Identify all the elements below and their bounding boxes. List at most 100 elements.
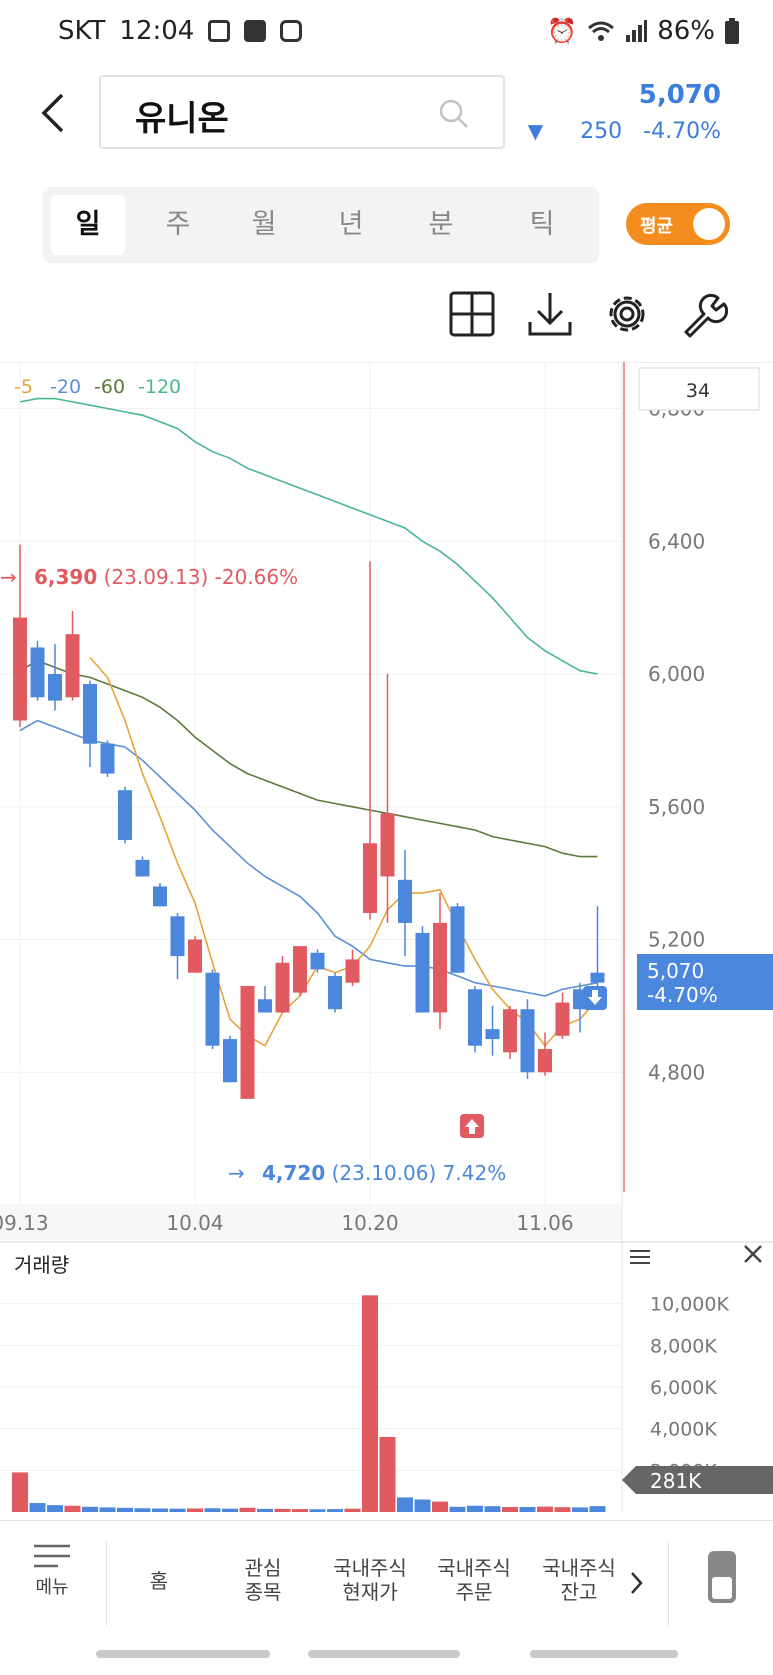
settings-icon[interactable] xyxy=(603,290,651,338)
candle[interactable] xyxy=(223,1035,237,1083)
menu-button[interactable]: 메뉴 xyxy=(30,1543,74,1600)
volume-bar[interactable] xyxy=(554,1507,571,1512)
candle[interactable] xyxy=(590,906,605,990)
tab-day[interactable]: 일 xyxy=(51,195,125,255)
volume-bar[interactable] xyxy=(467,1505,483,1512)
tab-tick[interactable]: 틱 xyxy=(529,209,555,240)
average-toggle[interactable]: 평균 xyxy=(626,203,730,245)
candle[interactable] xyxy=(520,999,535,1079)
candle[interactable] xyxy=(153,883,167,907)
volume-bar[interactable] xyxy=(187,1508,203,1512)
nav-item-price[interactable]: 국내주식 현재가 xyxy=(318,1556,422,1604)
volume-bar[interactable] xyxy=(134,1508,151,1512)
search-box[interactable]: 유니온 xyxy=(99,75,505,149)
volume-bar[interactable] xyxy=(152,1508,168,1512)
candle-body xyxy=(433,922,447,1013)
chevron-left-icon[interactable] xyxy=(38,92,68,134)
volume-bar[interactable] xyxy=(292,1509,308,1512)
candle[interactable] xyxy=(100,740,115,777)
wrench-icon[interactable] xyxy=(680,290,728,338)
volume-bar[interactable] xyxy=(484,1506,501,1512)
candle[interactable] xyxy=(450,903,465,973)
volume-menu-icon[interactable] xyxy=(630,1250,650,1264)
volume-bar[interactable] xyxy=(274,1508,291,1512)
candle[interactable] xyxy=(415,926,430,1013)
volume-bar[interactable] xyxy=(169,1508,186,1512)
volume-bar[interactable] xyxy=(344,1508,361,1512)
candle-count-box[interactable] xyxy=(638,367,760,411)
volume-bar[interactable] xyxy=(379,1437,396,1512)
candle[interactable] xyxy=(503,1005,517,1059)
download-icon[interactable] xyxy=(526,290,574,338)
volume-bar[interactable] xyxy=(12,1472,28,1512)
candle[interactable] xyxy=(363,561,377,920)
phone-icon[interactable] xyxy=(706,1549,738,1605)
candle[interactable] xyxy=(48,644,62,711)
candle[interactable] xyxy=(188,936,202,973)
candle[interactable] xyxy=(83,680,97,767)
volume-bar[interactable] xyxy=(432,1501,448,1512)
candle[interactable] xyxy=(433,893,447,1030)
grid-icon[interactable] xyxy=(448,290,496,338)
candle[interactable] xyxy=(258,985,272,1013)
sell-signal-icon[interactable] xyxy=(583,986,607,1010)
tab-week[interactable]: 주 xyxy=(165,209,191,240)
search-icon[interactable] xyxy=(439,99,469,129)
candle[interactable] xyxy=(275,956,290,1013)
candle[interactable] xyxy=(65,610,80,701)
nav-item-balance[interactable]: 국내주식 잔고 xyxy=(527,1556,631,1604)
volume-bar[interactable] xyxy=(204,1508,221,1512)
nav-item-watchlist[interactable]: 관심 종목 xyxy=(222,1556,304,1604)
volume-bar[interactable] xyxy=(397,1497,413,1512)
candle[interactable] xyxy=(118,786,132,844)
candle[interactable] xyxy=(328,972,342,1013)
volume-bar[interactable] xyxy=(572,1507,588,1512)
volume-bar[interactable] xyxy=(239,1507,256,1512)
candle[interactable] xyxy=(555,992,570,1040)
nav-watchlist-label1: 관심 xyxy=(244,1556,282,1580)
candle[interactable] xyxy=(293,946,307,996)
volume-bar[interactable] xyxy=(519,1507,536,1512)
average-toggle-label: 평균 xyxy=(640,216,674,237)
candle[interactable] xyxy=(170,912,185,980)
volume-close-icon[interactable] xyxy=(744,1245,762,1263)
volume-bar[interactable] xyxy=(502,1507,518,1512)
candle[interactable] xyxy=(345,949,360,986)
volume-bar[interactable] xyxy=(222,1508,238,1512)
tab-month[interactable]: 월 xyxy=(251,209,277,240)
candle[interactable] xyxy=(135,856,150,877)
volume-bar[interactable] xyxy=(257,1508,273,1512)
candle[interactable] xyxy=(310,949,325,973)
volume-bar[interactable] xyxy=(99,1507,116,1512)
candle[interactable] xyxy=(468,985,482,1053)
volume-bar[interactable] xyxy=(449,1506,466,1512)
buy-signal-icon[interactable] xyxy=(460,1114,484,1138)
candle[interactable] xyxy=(485,1005,500,1056)
tab-minute[interactable]: 분 xyxy=(428,209,454,240)
volume-bar[interactable] xyxy=(414,1499,431,1513)
candle[interactable] xyxy=(380,674,395,923)
volume-bar[interactable] xyxy=(117,1507,133,1512)
tab-year[interactable]: 년 xyxy=(338,209,364,240)
volume-bar[interactable] xyxy=(537,1506,553,1512)
candle[interactable] xyxy=(240,985,255,1099)
chevron-right-icon[interactable] xyxy=(630,1571,644,1595)
volume-bar[interactable] xyxy=(362,1295,378,1512)
candle[interactable] xyxy=(538,1032,552,1076)
gesture-bar-center[interactable] xyxy=(308,1650,460,1658)
volume-bar[interactable] xyxy=(309,1509,326,1512)
volume-bar[interactable] xyxy=(589,1506,606,1512)
volume-bar[interactable] xyxy=(82,1506,98,1512)
candle[interactable] xyxy=(13,544,27,728)
volume-bar[interactable] xyxy=(327,1509,343,1512)
nav-item-home[interactable]: 홈 xyxy=(118,1569,200,1593)
volume-bar[interactable] xyxy=(29,1503,46,1512)
volume-bar[interactable] xyxy=(47,1505,63,1512)
candle[interactable] xyxy=(30,640,45,701)
candle[interactable] xyxy=(398,849,412,957)
candle[interactable] xyxy=(205,969,220,1050)
nav-item-order[interactable]: 국내주식 주문 xyxy=(422,1556,526,1604)
volume-bar[interactable] xyxy=(64,1505,81,1512)
